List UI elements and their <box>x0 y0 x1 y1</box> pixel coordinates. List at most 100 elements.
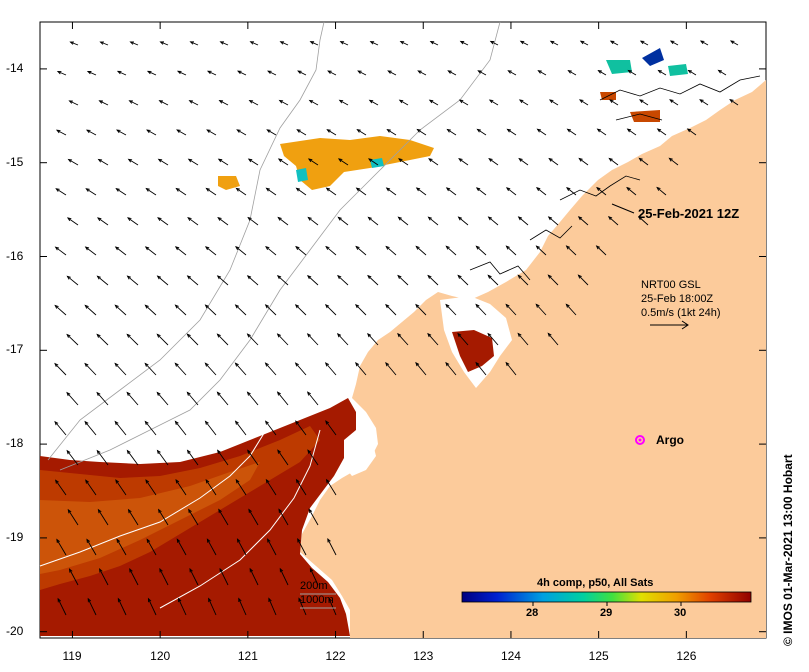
current-arrow-head <box>385 187 391 192</box>
current-arrow-head <box>217 216 222 221</box>
current-arrow <box>307 391 319 406</box>
current-arrow-head <box>657 69 662 74</box>
current-arrow <box>144 421 157 436</box>
current-arrow <box>536 245 547 256</box>
current-arrow-head <box>236 129 241 133</box>
current-arrow <box>277 217 289 226</box>
current-arrow <box>57 71 67 76</box>
current-arrow <box>116 539 127 556</box>
current-arrow-head <box>204 420 209 425</box>
current-arrow-head <box>85 188 90 192</box>
current-arrow <box>327 129 337 136</box>
current-arrow <box>56 129 67 136</box>
current-arrow-head <box>156 333 161 338</box>
current-arrow <box>117 70 127 76</box>
current-arrow-head <box>668 157 673 162</box>
current-arrow <box>548 216 559 226</box>
current-arrow-head <box>626 186 631 191</box>
y-tick-label: -17 <box>6 342 24 357</box>
current-arrow <box>578 274 589 286</box>
colorbar-tick-label: 28 <box>526 607 539 619</box>
current-arrow-head <box>367 332 372 338</box>
current-arrow <box>145 246 157 256</box>
current-arrow <box>266 129 277 136</box>
current-arrow <box>368 216 379 226</box>
current-arrow <box>187 392 199 406</box>
current-arrow-head <box>608 157 613 162</box>
current-arrow <box>476 187 487 196</box>
current-arrow <box>445 362 457 376</box>
current-arrow <box>158 158 169 166</box>
current-arrow-head <box>579 40 585 45</box>
current-arrow-head <box>457 216 463 221</box>
current-arrow-head <box>265 245 270 251</box>
current-arrow-head <box>355 362 360 367</box>
current-arrow-head <box>517 274 522 279</box>
date-pointer <box>611 203 635 214</box>
current-arrow-head <box>176 538 181 543</box>
current-arrow-head <box>325 478 330 484</box>
current-arrow-head <box>204 304 209 309</box>
current-arrow-head <box>114 304 119 309</box>
current-arrow <box>148 598 157 616</box>
current-arrow <box>657 128 667 136</box>
y-axis-ticks <box>40 68 766 633</box>
current-arrow <box>217 450 229 466</box>
current-arrow-head <box>145 187 150 192</box>
current-arrow-head <box>295 420 299 425</box>
current-arrow <box>218 509 229 526</box>
current-arrow <box>296 187 307 196</box>
current-arrow <box>487 275 499 286</box>
current-arrow-head <box>309 567 314 573</box>
current-arrow <box>267 70 277 76</box>
current-arrow-head <box>535 187 541 192</box>
current-arrow <box>248 509 259 526</box>
current-arrow-head <box>326 129 331 133</box>
current-arrow <box>55 480 67 496</box>
current-arrow-head <box>457 332 462 338</box>
current-arrow-head <box>415 187 421 192</box>
sst-patch-inlet <box>452 330 494 372</box>
current-arrow-head <box>505 187 511 192</box>
current-arrow <box>296 479 307 496</box>
current-arrow <box>537 128 547 136</box>
current-arrow-head <box>324 304 330 309</box>
current-arrow-head <box>307 158 313 163</box>
current-arrow-head <box>234 420 239 425</box>
current-arrow <box>307 333 319 346</box>
current-arrow <box>608 216 619 226</box>
current-arrow-head <box>99 41 104 45</box>
colorbar-tick-label: 29 <box>600 607 613 619</box>
current-arrow-head <box>68 568 73 573</box>
current-arrow <box>428 216 439 226</box>
current-arrow-head <box>176 129 181 134</box>
current-arrow-head <box>87 597 92 603</box>
current-arrow <box>68 159 79 166</box>
current-arrow-head <box>325 420 330 425</box>
x-tick-label: 124 <box>500 649 521 663</box>
current-arrow <box>67 275 79 286</box>
current-arrow-head <box>547 274 552 279</box>
current-arrow-head <box>518 99 524 104</box>
current-arrow-head <box>126 275 131 280</box>
current-arrow <box>69 568 79 586</box>
current-arrow <box>427 333 439 346</box>
current-arrow-head <box>55 188 60 192</box>
current-arrow-head <box>96 449 101 455</box>
current-arrow-head <box>86 70 92 75</box>
current-arrow <box>535 304 547 316</box>
current-arrow <box>238 598 247 616</box>
current-arrow-head <box>66 391 71 397</box>
current-arrow-head <box>487 216 493 221</box>
current-arrow <box>126 334 139 346</box>
current-arrow-head <box>517 332 522 337</box>
argo-label: Argo <box>656 433 684 447</box>
current-arrow <box>146 539 157 556</box>
current-arrow-head <box>517 216 523 221</box>
current-arrow-head <box>266 129 271 133</box>
current-arrow-head <box>717 69 723 74</box>
colorbar-tick-label: 30 <box>674 607 687 619</box>
current-arrow-head <box>174 304 179 309</box>
sst-patch-cyan <box>296 168 308 182</box>
current-arrow <box>217 275 229 286</box>
